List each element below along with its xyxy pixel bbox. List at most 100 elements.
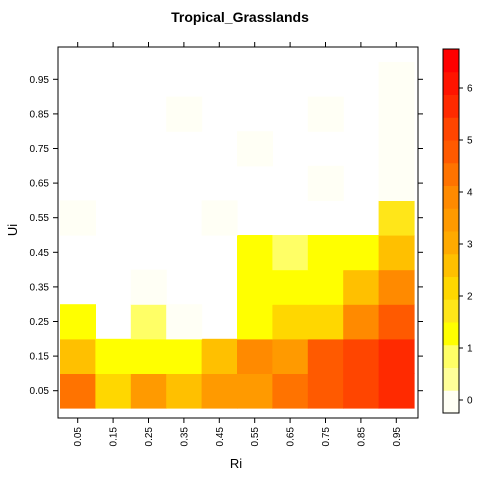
colorbar-band [443, 253, 459, 277]
heatmap-cell [130, 269, 167, 305]
x-tick-label: 0.85 [356, 427, 367, 447]
colorbar-band [443, 231, 459, 255]
x-tick-label: 0.65 [286, 427, 297, 447]
heatmap-cell [166, 338, 203, 374]
heatmap-cell [272, 373, 309, 409]
y-tick-label: 0.25 [30, 317, 50, 328]
heatmap-cell [237, 235, 273, 271]
plot-frame [57, 46, 419, 419]
heatmap-cell [378, 131, 415, 167]
heatmap-cell [201, 200, 238, 236]
heatmap-cell [272, 235, 309, 271]
heatmap-cell [378, 338, 415, 374]
colorbar-band [443, 208, 459, 232]
y-axis-label: Ui [5, 224, 20, 236]
heatmap-cell [130, 304, 167, 340]
heatmap-cell [307, 338, 344, 374]
heatmap-cell [343, 235, 380, 271]
heatmap-cell [378, 62, 415, 98]
heatmap-cell [307, 304, 344, 340]
heatmap-cell [272, 304, 309, 340]
colorbar-band [443, 276, 459, 300]
heatmap-cell [130, 338, 167, 374]
heatmap-cell [343, 269, 380, 305]
x-tick-label: 0.05 [73, 427, 84, 447]
heatmap-cell [237, 338, 273, 374]
y-tick-label: 0.35 [30, 282, 50, 293]
colorbar-tick-label: 6 [467, 84, 473, 95]
colorbar-band [443, 390, 459, 414]
heatmap-cell [378, 96, 415, 132]
heatmap-cell [307, 96, 344, 132]
x-tick-label: 0.25 [144, 427, 155, 447]
y-tick-label: 0.65 [30, 179, 50, 190]
colorbar-tick-label: 1 [467, 344, 473, 355]
heatmap-cell [378, 165, 415, 201]
y-tick-label: 0.55 [30, 213, 50, 224]
heatmap-cell [60, 338, 96, 374]
x-tick-label: 0.45 [215, 427, 226, 447]
colorbar: 0 1 2 3 4 5 6 [442, 48, 473, 414]
colorbar-tick-label: 4 [467, 188, 473, 199]
y-tick-label: 0.15 [30, 352, 50, 363]
heatmap-cell [60, 200, 96, 236]
heatmap-cell [237, 304, 273, 340]
colorbar-band [443, 367, 459, 391]
heatmap-cell [378, 269, 415, 305]
heatmap-cell [378, 235, 415, 271]
colorbar-band [443, 344, 459, 368]
heatmap-cell [307, 235, 344, 271]
heatmap-cell [60, 304, 96, 340]
heatmap-cell [272, 338, 309, 374]
heatmap-cell [237, 131, 273, 167]
heatmap-cell [201, 373, 238, 409]
heatmap-cell [95, 338, 132, 374]
plot-axes: 0.05 0.15 0.25 0.35 0.45 0.55 0.65 0.75 0.85 0.95… [30, 42, 423, 446]
colorbar-frame [442, 48, 460, 414]
heatmap-cell [307, 269, 344, 305]
heatmap-cell [237, 373, 273, 409]
x-axis-label: Ri [230, 456, 242, 471]
y-tick-label: 0.05 [30, 386, 50, 397]
y-tick-label: 0.45 [30, 248, 50, 259]
x-tick-label: 0.55 [250, 427, 261, 447]
x-tick-label: 0.35 [179, 427, 190, 447]
chart-title: Tropical_Grasslands [171, 9, 309, 25]
heatmap-cell [343, 304, 380, 340]
heatmap-cell [60, 373, 96, 409]
colorbar-band [443, 117, 459, 141]
heatmap-cell [237, 269, 273, 305]
heatmap-cell [130, 373, 167, 409]
heatmap-cell [307, 165, 344, 201]
x-tick-label: 0.15 [109, 427, 120, 447]
heatmap-cell [378, 304, 415, 340]
heatmap-cell [378, 200, 415, 236]
y-tick-label: 0.85 [30, 109, 50, 120]
heatmap-cell [201, 338, 238, 374]
heatmap-cell [95, 373, 132, 409]
x-tick-label: 0.95 [392, 427, 403, 447]
heatmap-cell [378, 373, 415, 409]
colorbar-tick-label: 2 [467, 292, 473, 303]
heatmap-cell [166, 304, 203, 340]
colorbar-band [443, 140, 459, 164]
colorbar-tick-label: 0 [467, 396, 473, 407]
colorbar-tick-label: 5 [467, 136, 473, 147]
colorbar-band [443, 185, 459, 209]
colorbar-band [443, 299, 459, 323]
heatmap-cells [60, 62, 415, 409]
heatmap-cell [166, 96, 203, 132]
heatmap-cell [307, 373, 344, 409]
heatmap-cell [343, 338, 380, 374]
heatmap-cell [166, 373, 203, 409]
x-tick-label: 0.75 [321, 427, 332, 447]
colorbar-band [443, 71, 459, 95]
colorbar-band [443, 162, 459, 186]
colorbar-band [443, 322, 459, 346]
colorbar-tick-label: 3 [467, 240, 473, 251]
heatmap-cell [272, 269, 309, 305]
y-tick-label: 0.95 [30, 75, 50, 86]
y-tick-label: 0.75 [30, 144, 50, 155]
heatmap-cell [343, 373, 380, 409]
